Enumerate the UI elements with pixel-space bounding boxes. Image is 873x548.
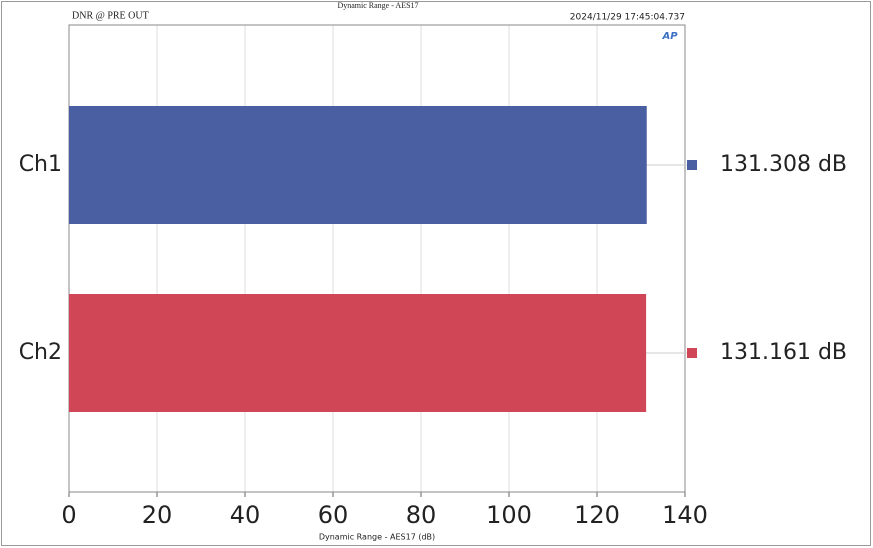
bar xyxy=(69,106,647,224)
legend-marker xyxy=(687,348,697,358)
timestamp: 2024/11/29 17:45:04.737 xyxy=(570,13,685,23)
x-tick-label: 60 xyxy=(318,501,349,529)
legend-marker xyxy=(687,160,697,170)
subtitle: DNR @ PRE OUT xyxy=(72,10,149,21)
x-tick-label: 80 xyxy=(406,501,437,529)
x-axis-label: Dynamic Range - AES17 (dB) xyxy=(319,533,435,542)
logo: AP xyxy=(661,31,678,42)
y-tick-label: Ch1 xyxy=(19,152,62,177)
chart-title: Dynamic Range - AES17 xyxy=(337,1,418,10)
x-tick-label: 40 xyxy=(230,501,261,529)
x-tick-label: 100 xyxy=(486,501,532,529)
x-tick-label: 140 xyxy=(662,501,708,529)
plot-area xyxy=(68,24,686,493)
x-tick-label: 120 xyxy=(574,501,620,529)
bar xyxy=(69,294,647,412)
x-tick-label: 0 xyxy=(61,501,76,529)
value-label: 131.161 dB xyxy=(720,340,847,365)
value-label: 131.308 dB xyxy=(720,152,847,177)
y-tick-label: Ch2 xyxy=(19,340,62,365)
x-tick-label: 20 xyxy=(142,501,173,529)
